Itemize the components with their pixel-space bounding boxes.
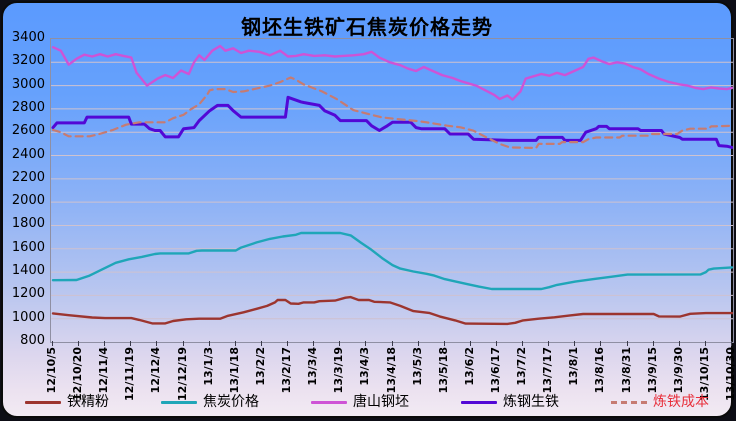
y-axis-label: 3000 bbox=[11, 76, 45, 92]
x-axis-tick bbox=[731, 341, 732, 346]
y-axis-label: 1600 bbox=[11, 239, 45, 255]
legend-item-1: 焦炭价格 bbox=[161, 394, 259, 410]
x-axis-label: 12/11/19 bbox=[123, 347, 137, 401]
x-axis-label: 13/8/16 bbox=[593, 347, 607, 394]
x-axis-label: 13/6/17 bbox=[488, 347, 502, 394]
x-axis-tick bbox=[548, 341, 550, 346]
series-line-3 bbox=[51, 95, 733, 149]
y-axis-label: 3400 bbox=[11, 30, 45, 45]
x-axis-label: 12/10/5 bbox=[45, 347, 58, 394]
x-axis-tick bbox=[469, 341, 471, 346]
legend-label: 炼钢生铁 bbox=[503, 394, 559, 410]
x-axis-label: 12/12/4 bbox=[149, 347, 163, 394]
x-axis-tick bbox=[652, 341, 654, 346]
x-axis-label: 13/2/17 bbox=[280, 347, 294, 394]
x-axis-tick bbox=[443, 341, 445, 346]
legend-label: 焦炭价格 bbox=[203, 394, 259, 410]
legend-item-4: 炼铁成本 bbox=[611, 394, 709, 410]
y-axis-label: 3200 bbox=[11, 53, 45, 69]
x-axis-label: 13/1/18 bbox=[227, 347, 241, 394]
series-line-4 bbox=[51, 76, 733, 150]
x-axis-tick bbox=[234, 341, 236, 346]
y-axis-label: 2600 bbox=[11, 123, 45, 139]
x-axis: 12/10/5 12/10/20 12/11/4 12/11/19 12/12/4 12/… bbox=[3, 3, 736, 416]
x-axis-tick bbox=[104, 341, 106, 346]
legend-swatch-solid bbox=[311, 400, 347, 404]
legend-swatch-solid bbox=[461, 400, 497, 404]
x-axis-tick bbox=[52, 341, 53, 346]
legend-label: 炼铁成本 bbox=[653, 394, 709, 410]
x-axis-label: 12/10/20 bbox=[71, 347, 85, 401]
x-axis-tick bbox=[78, 341, 80, 346]
x-axis-label: 12/11/4 bbox=[97, 347, 111, 394]
x-axis-label: 13/4/18 bbox=[384, 347, 398, 394]
x-axis-tick bbox=[260, 341, 262, 346]
x-axis-label: 13/5/18 bbox=[436, 347, 450, 394]
y-axis-label: 800 bbox=[20, 333, 45, 348]
x-axis-tick bbox=[391, 341, 393, 346]
y-axis-label: 1400 bbox=[11, 263, 45, 279]
x-axis-label: 12/12/19 bbox=[175, 347, 189, 401]
x-axis-label: 13/8/31 bbox=[619, 347, 633, 394]
x-axis-tick bbox=[574, 341, 576, 346]
x-axis-label: 13/10/30 bbox=[724, 347, 736, 401]
x-axis-label: 13/6/2 bbox=[462, 347, 476, 386]
series-line-1 bbox=[51, 231, 733, 291]
x-axis-tick bbox=[287, 341, 289, 346]
legend-swatch-dashed bbox=[611, 400, 647, 404]
series-line-2 bbox=[51, 44, 733, 101]
x-axis-label: 13/9/15 bbox=[645, 347, 659, 394]
x-axis-tick bbox=[600, 341, 602, 346]
x-axis-label: 13/8/1 bbox=[567, 347, 581, 386]
x-axis-label: 13/3/19 bbox=[332, 347, 346, 394]
chart-title: 钢坯生铁矿石焦炭价格走势 bbox=[241, 15, 493, 39]
x-axis-label: 13/7/2 bbox=[515, 347, 529, 386]
x-axis-tick bbox=[313, 341, 315, 346]
y-axis-label: 1800 bbox=[11, 216, 45, 232]
x-axis-label: 13/9/30 bbox=[671, 347, 685, 394]
x-axis-tick bbox=[417, 341, 419, 346]
price-trend-line-chart bbox=[51, 44, 733, 326]
series-line-0 bbox=[51, 295, 733, 326]
x-axis-tick bbox=[156, 341, 158, 346]
x-axis-tick bbox=[522, 341, 524, 346]
y-axis-label: 2000 bbox=[11, 193, 45, 209]
legend-swatch-solid bbox=[25, 400, 61, 404]
x-axis-label: 13/2/2 bbox=[253, 347, 267, 386]
x-axis-tick bbox=[626, 341, 628, 346]
legend-label: 铁精粉 bbox=[67, 394, 109, 410]
x-axis-label: 13/1/3 bbox=[201, 347, 215, 386]
y-axis-label: 2400 bbox=[11, 146, 45, 162]
x-axis-tick bbox=[678, 341, 680, 346]
y-axis-label: 2800 bbox=[11, 99, 45, 115]
x-axis-label: 13/5/3 bbox=[410, 347, 424, 386]
chart-legend: 铁精粉 焦炭价格 唐山钢坯 炼钢生铁 炼铁成本 bbox=[3, 394, 731, 410]
x-axis-label: 13/4/3 bbox=[358, 347, 372, 386]
legend-swatch-solid bbox=[161, 400, 197, 404]
y-axis-label: 1000 bbox=[11, 309, 45, 325]
legend-label: 唐山钢坯 bbox=[353, 394, 409, 410]
legend-item-0: 铁精粉 bbox=[25, 394, 109, 410]
y-axis: 3400 3200 3000 2800 2600 2400 2200 2000 1800 1600… bbox=[3, 3, 45, 416]
x-axis-tick bbox=[208, 341, 210, 346]
x-axis-tick bbox=[704, 341, 706, 346]
y-axis-label: 2200 bbox=[11, 169, 45, 185]
x-axis-tick bbox=[495, 341, 497, 346]
x-axis-label: 13/3/4 bbox=[306, 347, 320, 386]
legend-item-2: 唐山钢坯 bbox=[311, 394, 409, 410]
y-axis-label: 1200 bbox=[11, 286, 45, 302]
x-axis-tick bbox=[365, 341, 367, 346]
x-axis-tick bbox=[339, 341, 341, 346]
x-axis-tick bbox=[182, 341, 184, 346]
legend-item-3: 炼钢生铁 bbox=[461, 394, 559, 410]
x-axis-label: 13/10/15 bbox=[697, 347, 711, 401]
x-axis-tick bbox=[130, 341, 132, 346]
x-axis-label: 13/7/17 bbox=[541, 347, 555, 394]
plot-area bbox=[50, 38, 734, 343]
